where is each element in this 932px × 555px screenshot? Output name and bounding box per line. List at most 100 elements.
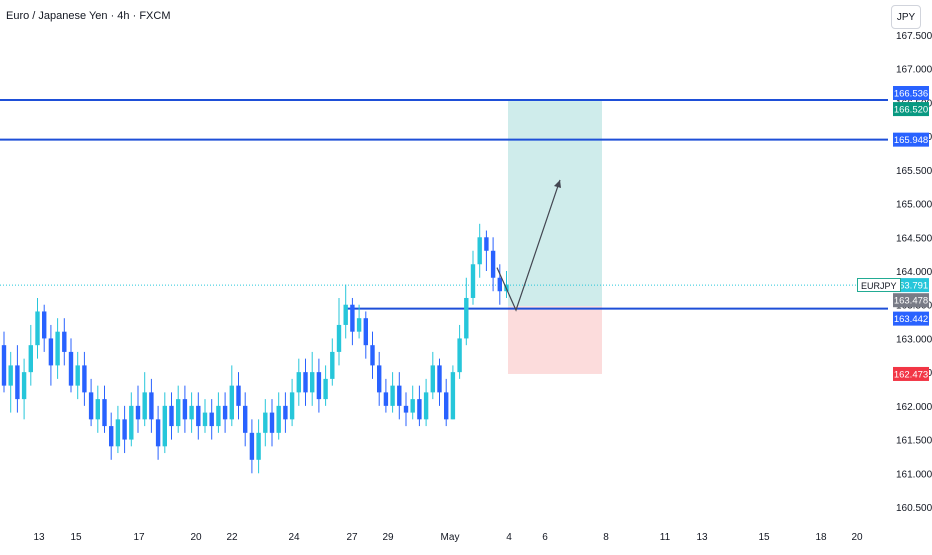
price-label-gray: 163.478 <box>893 293 929 308</box>
time-tick-label: 8 <box>603 532 609 543</box>
time-tick-label: 29 <box>382 532 394 543</box>
symbol-label: EURJPY <box>857 278 901 292</box>
candle <box>95 385 100 433</box>
price-tick-label: 162.000 <box>896 402 932 413</box>
price-tick-label: 164.500 <box>896 233 932 244</box>
candle <box>464 277 469 346</box>
target-zone <box>508 101 602 307</box>
candle-body <box>383 392 389 406</box>
candle-body <box>135 405 141 420</box>
candle-body <box>256 432 261 460</box>
candle <box>363 311 368 359</box>
candle <box>490 237 496 292</box>
candle-body <box>450 372 456 420</box>
projection-arrow <box>496 179 561 312</box>
candle-body <box>149 392 154 420</box>
candle-body <box>82 365 87 393</box>
position-zones <box>508 101 602 374</box>
candle <box>403 392 409 427</box>
candle <box>243 392 248 447</box>
candle <box>390 372 395 413</box>
candle <box>356 304 362 339</box>
candle <box>477 223 482 278</box>
price-tick-label: 165.500 <box>896 166 932 177</box>
candle-body <box>336 324 342 352</box>
candle <box>169 392 174 440</box>
arrow-head <box>554 179 561 188</box>
candle-body <box>48 338 54 366</box>
arrow-path <box>496 179 561 312</box>
candle <box>142 372 147 427</box>
price-label-blue: 163.442 <box>893 311 929 326</box>
price-tick-label: 163.000 <box>896 334 932 345</box>
candle <box>102 385 107 433</box>
candle-body <box>75 365 80 386</box>
price-label-bg <box>893 278 929 293</box>
candle-body <box>263 412 268 433</box>
candle <box>222 392 228 433</box>
candle <box>109 412 114 460</box>
price-tick-label: 161.500 <box>896 436 932 447</box>
currency-button[interactable]: JPY <box>891 5 921 29</box>
time-tick-label: 20 <box>851 532 863 543</box>
candle-body <box>464 297 469 339</box>
price-tick-label: 161.000 <box>896 469 932 480</box>
price-tick-label: 167.500 <box>896 31 932 42</box>
price-label-blue: 166.536 <box>893 86 929 101</box>
candle <box>410 385 415 420</box>
candle-body <box>62 331 67 352</box>
candle-body <box>417 399 422 420</box>
candle <box>202 399 208 433</box>
candle-body <box>356 318 362 332</box>
candle-body <box>410 399 415 413</box>
candle-body <box>397 385 402 406</box>
candle-body <box>236 385 241 406</box>
time-tick-label: 17 <box>133 532 145 543</box>
candle <box>383 378 389 413</box>
candle <box>350 297 355 346</box>
candle-body <box>35 311 40 346</box>
candle <box>437 358 442 406</box>
candle-body <box>109 426 114 447</box>
time-tick-label: 27 <box>346 532 358 543</box>
price-label-bg <box>893 293 929 308</box>
candle <box>323 365 328 406</box>
chart-title: Euro / Japanese Yen · 4h · FXCM <box>6 10 171 22</box>
price-label-bg <box>893 311 929 326</box>
candle <box>176 385 181 433</box>
candle <box>236 372 241 420</box>
candle <box>1 331 7 393</box>
candle-body <box>377 365 382 393</box>
candle <box>269 399 275 447</box>
horizontal-lines <box>0 99 888 310</box>
time-tick-label: 11 <box>660 532 671 543</box>
candle <box>276 392 281 440</box>
candle <box>15 345 20 413</box>
candle-body <box>283 405 288 420</box>
price-label-red: 162.473 <box>893 366 929 381</box>
price-tick-label: 164.000 <box>896 267 932 278</box>
price-label-bg <box>893 366 929 381</box>
candle-body <box>343 304 348 325</box>
candle-body <box>196 405 201 427</box>
candle-body <box>216 405 221 427</box>
time-tick-label: 24 <box>288 532 300 543</box>
candle-body <box>289 392 295 420</box>
candle-body <box>310 372 315 393</box>
candle-body <box>229 385 234 420</box>
candle <box>162 392 167 454</box>
candle <box>229 365 234 427</box>
candle <box>35 297 40 359</box>
price-tick-label: 167.000 <box>896 65 932 76</box>
candle-body <box>350 304 355 332</box>
candle <box>182 385 188 433</box>
candle-body <box>182 399 188 420</box>
price-label-text: 162.473 <box>894 369 928 380</box>
price-label-text: 163.791 <box>894 281 928 292</box>
candle-body <box>1 345 7 386</box>
candle <box>316 358 322 413</box>
candle <box>8 351 13 413</box>
price-tick-label: 160.500 <box>896 503 932 514</box>
